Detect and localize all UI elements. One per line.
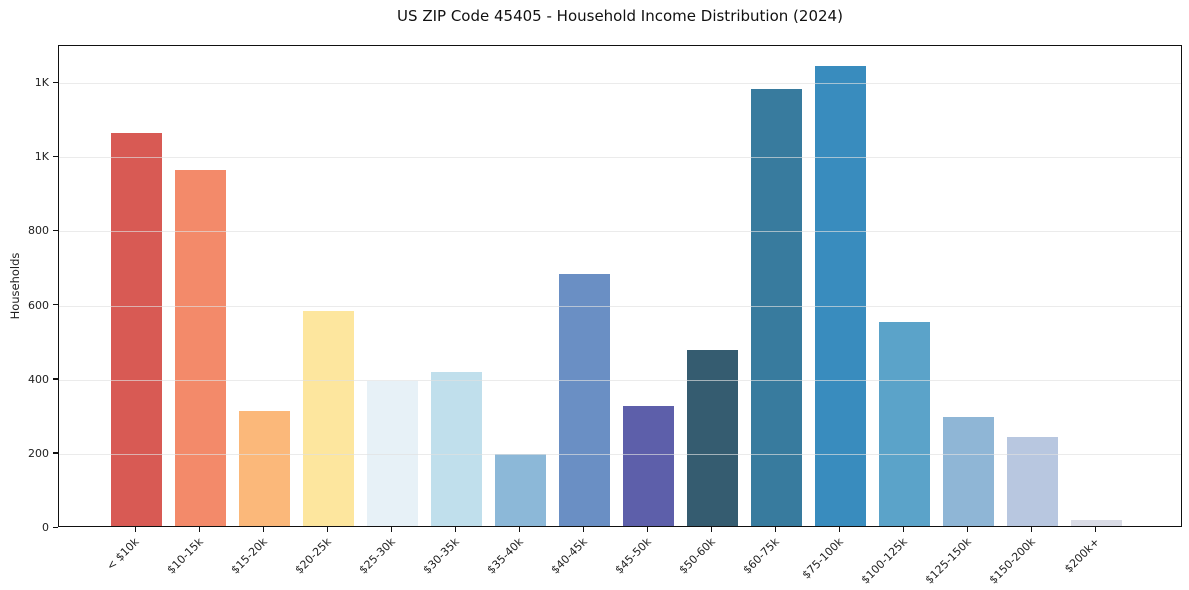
x-tick-mark bbox=[390, 527, 393, 532]
y-tick-mark bbox=[53, 81, 58, 83]
bar-10k bbox=[111, 133, 162, 526]
bar-50-60k bbox=[687, 349, 738, 526]
bar-35-40k bbox=[495, 453, 546, 526]
x-tick-mark bbox=[1030, 527, 1033, 532]
plot-area bbox=[58, 45, 1182, 527]
bar-30-35k bbox=[431, 372, 482, 526]
bar-60-75k bbox=[751, 88, 802, 526]
gridline-200 bbox=[59, 453, 1181, 455]
bar-15-20k bbox=[239, 411, 290, 526]
y-tick-label: 600 bbox=[28, 298, 49, 312]
x-tick-mark bbox=[902, 527, 905, 532]
y-tick-mark bbox=[53, 229, 58, 232]
x-tick-label-75-100k: $75-100k bbox=[799, 535, 846, 582]
x-tick-label-35-40k: $35-40k bbox=[484, 535, 526, 577]
bar-75-100k bbox=[815, 66, 866, 526]
y-tick-mark bbox=[53, 304, 58, 306]
bar-45-50k bbox=[623, 405, 674, 526]
x-tick-mark bbox=[582, 527, 585, 532]
x-tick-mark bbox=[454, 527, 457, 532]
x-tick-label-25-30k: $25-30k bbox=[356, 535, 398, 577]
x-tick-mark bbox=[326, 527, 329, 532]
x-tick-mark bbox=[966, 527, 969, 532]
y-tick-mark bbox=[53, 155, 58, 158]
bar-10-15k bbox=[175, 170, 226, 526]
bar-25-30k bbox=[367, 381, 418, 526]
y-tick-mark bbox=[53, 526, 58, 528]
x-tick-label-200k: $200k+ bbox=[1061, 535, 1102, 576]
x-tick-label-50-60k: $50-60k bbox=[676, 535, 718, 577]
gridline-400 bbox=[59, 379, 1181, 381]
x-tick-label-15-20k: $15-20k bbox=[228, 535, 270, 577]
gridline-1000 bbox=[59, 157, 1181, 159]
x-tick-mark bbox=[838, 527, 841, 532]
x-tick-label-150-200k: $150-200k bbox=[986, 535, 1038, 587]
y-tick-mark bbox=[53, 452, 58, 454]
y-tick-label: 800 bbox=[28, 224, 49, 238]
x-tick-label-100-125k: $100-125k bbox=[858, 535, 910, 587]
gridline-600 bbox=[59, 305, 1181, 307]
y-tick-label: 1K bbox=[34, 76, 49, 90]
bar-150-200k bbox=[1007, 437, 1058, 526]
y-tick-mark bbox=[53, 378, 58, 380]
x-tick-mark bbox=[774, 527, 777, 532]
y-tick-label: 400 bbox=[28, 372, 49, 386]
x-tick-mark bbox=[1094, 527, 1097, 532]
y-tick-label: 0 bbox=[42, 521, 49, 534]
y-tick-label: 200 bbox=[28, 446, 49, 460]
x-tick-mark bbox=[646, 527, 649, 532]
bar-125-150k bbox=[943, 416, 994, 526]
x-tick-label-125-150k: $125-150k bbox=[922, 535, 974, 587]
y-tick-label: 1K bbox=[34, 150, 49, 164]
x-tick-mark bbox=[198, 527, 201, 532]
chart-title: US ZIP Code 45405 - Household Income Dis… bbox=[397, 7, 843, 25]
x-tick-mark bbox=[710, 527, 713, 532]
x-tick-label-10k: < $10k bbox=[104, 535, 142, 573]
bar-100-125k bbox=[879, 322, 930, 526]
x-tick-label-10-15k: $10-15k bbox=[164, 535, 206, 577]
x-tick-label-20-25k: $20-25k bbox=[292, 535, 334, 577]
x-tick-label-45-50k: $45-50k bbox=[612, 535, 654, 577]
x-tick-label-40-45k: $40-45k bbox=[548, 535, 590, 577]
x-tick-label-30-35k: $30-35k bbox=[420, 535, 462, 577]
gridline-1200 bbox=[59, 83, 1181, 85]
x-tick-mark bbox=[134, 527, 137, 532]
bar-200k bbox=[1071, 520, 1122, 526]
x-tick-mark bbox=[262, 527, 265, 532]
bar-40-45k bbox=[559, 273, 610, 526]
x-tick-mark bbox=[518, 527, 521, 532]
gridline-800 bbox=[59, 231, 1181, 233]
bar-20-25k bbox=[303, 310, 354, 526]
x-tick-label-60-75k: $60-75k bbox=[740, 535, 782, 577]
